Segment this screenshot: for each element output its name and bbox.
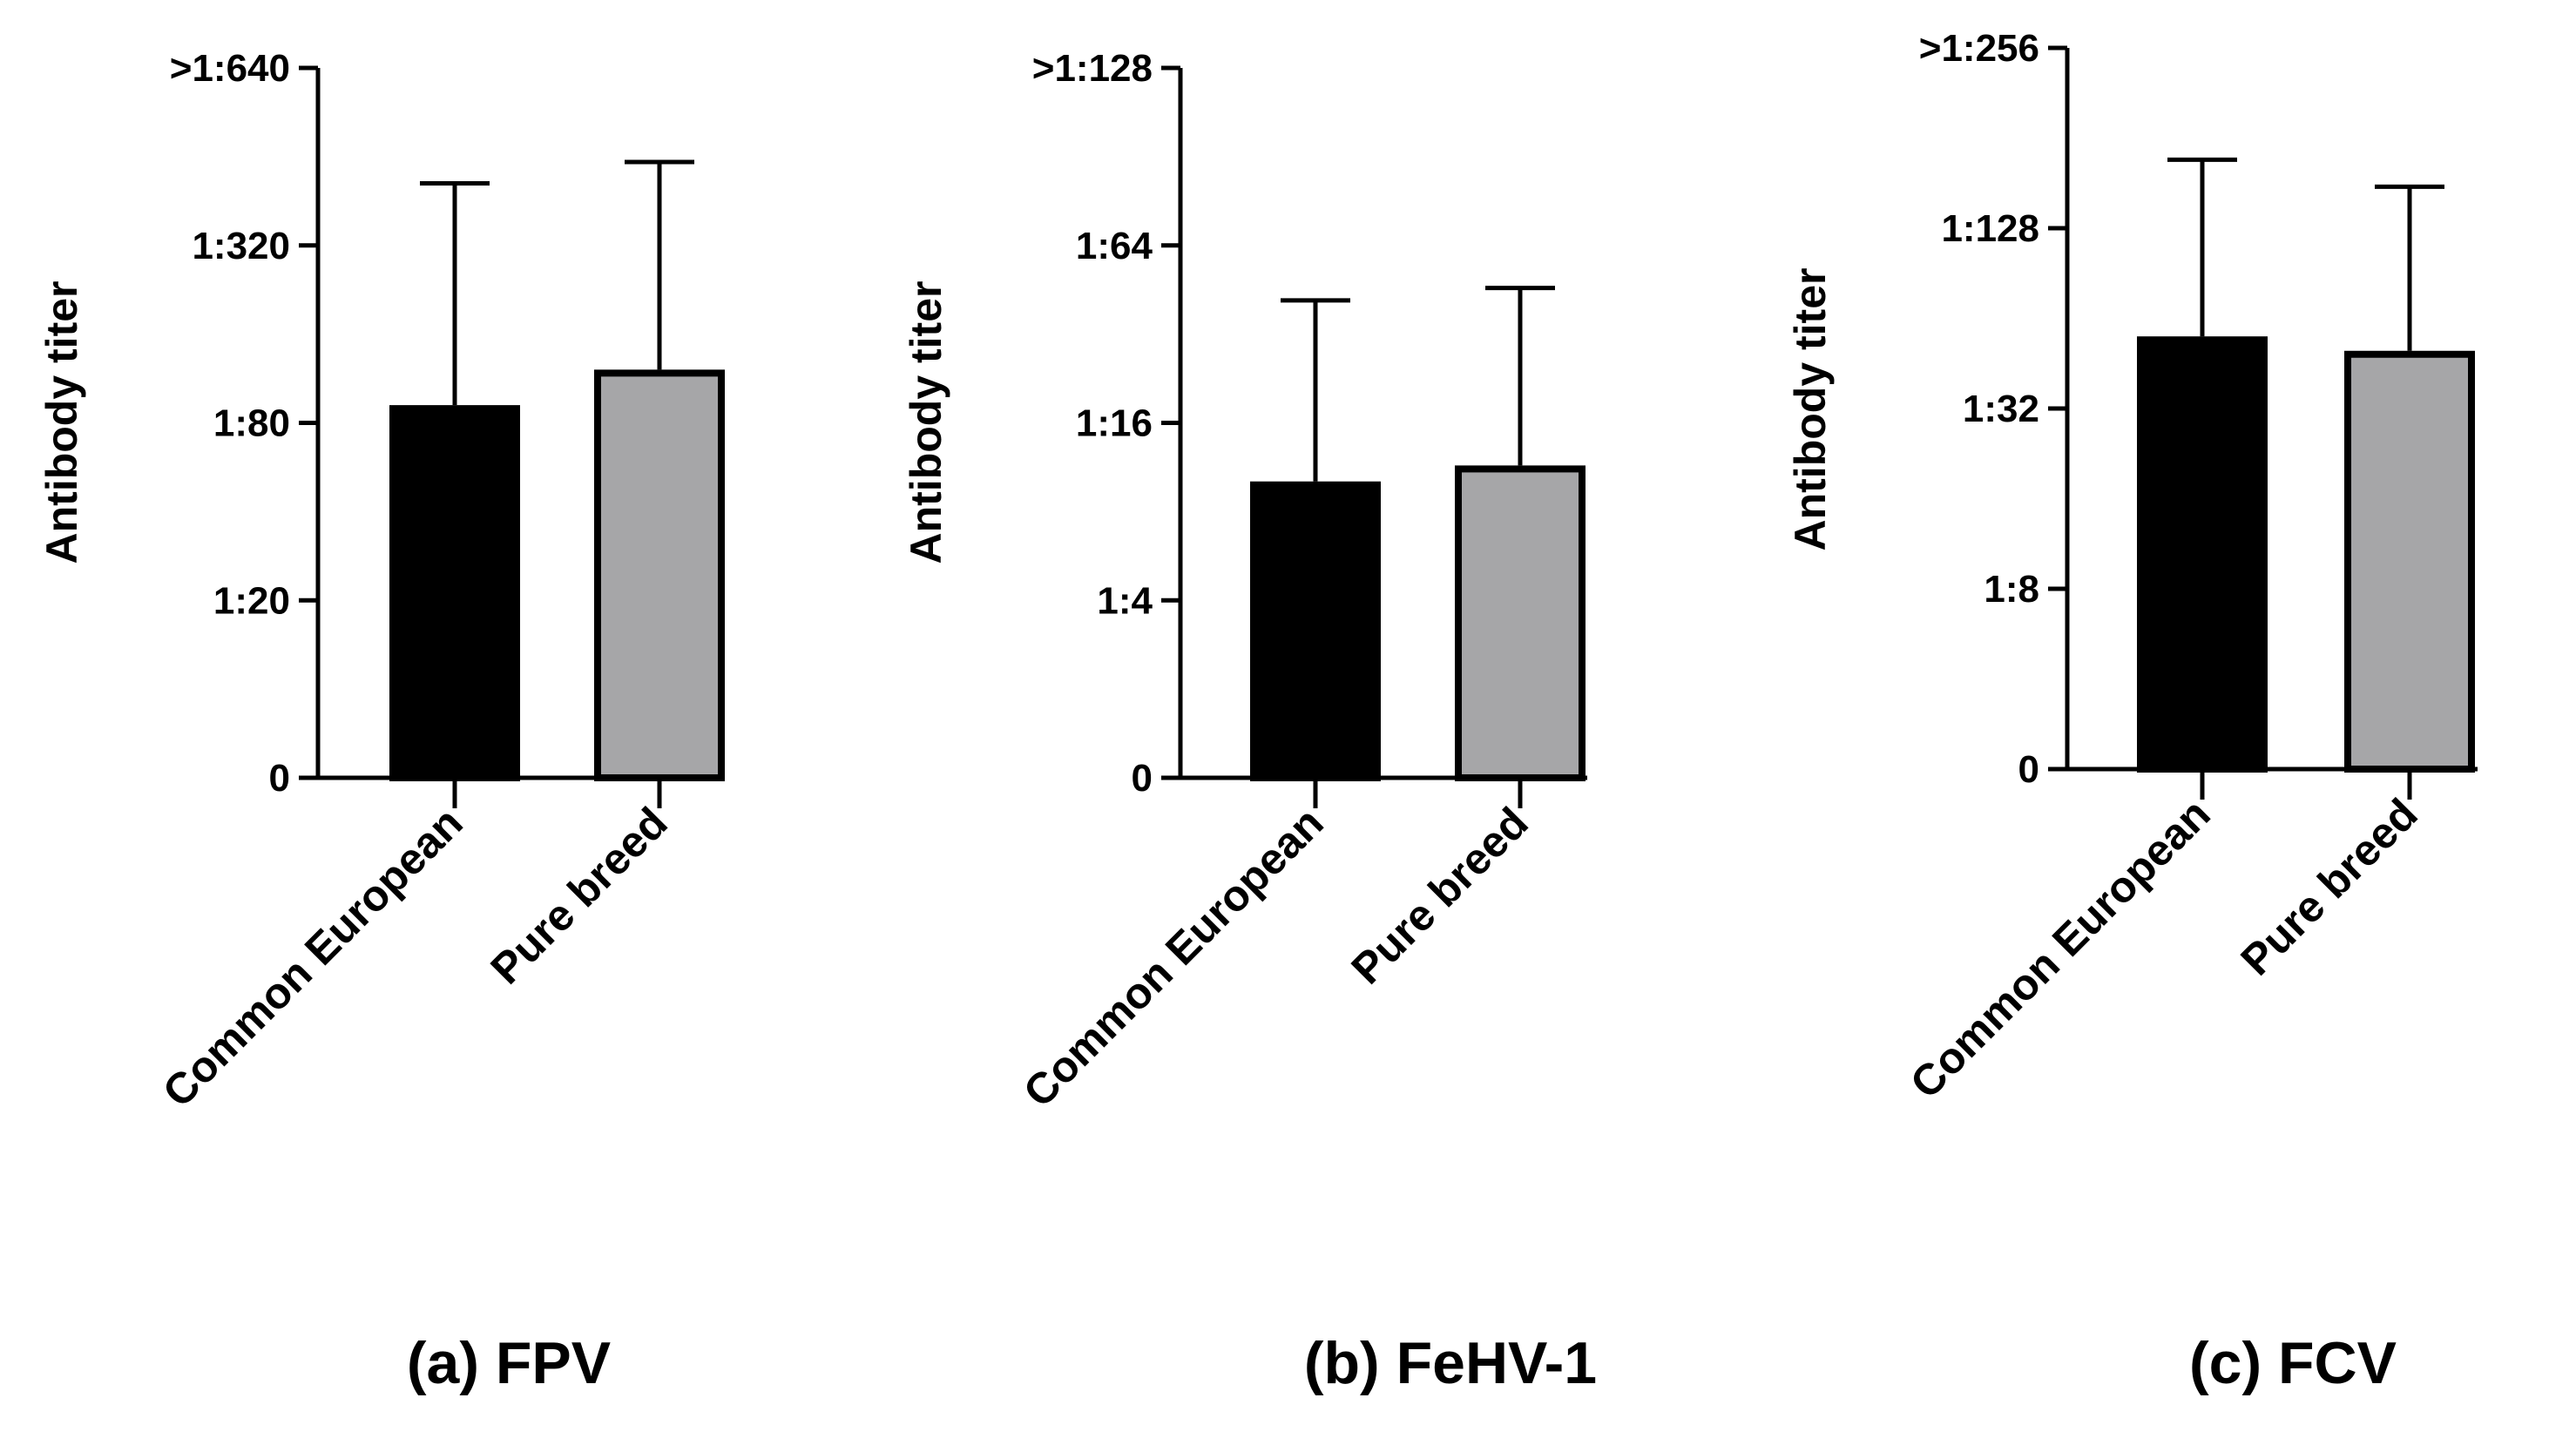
y-tick-label: >1:640: [170, 47, 290, 90]
y-tick-label: 0: [1132, 757, 1153, 800]
y-tick-label: >1:256: [1919, 27, 2039, 70]
y-tick-label: 1:128: [1941, 207, 2039, 250]
chart-panel-c: 0 1:8 1:32 1:128 >1:256 Common European Pure b…: [1786, 27, 2478, 1396]
y-tick-label: 1:20: [213, 579, 290, 622]
x-category-label: Common European: [1901, 789, 2220, 1108]
y-tick-label: 1:32: [1963, 388, 2039, 430]
bar: [2344, 350, 2475, 773]
y-tick-label: 1:80: [213, 402, 290, 445]
y-tick-label: >1:128: [1032, 47, 1153, 90]
chart-panel-b: 0 1:4 1:16 1:64 >1:128 Common European Pure br…: [902, 47, 1597, 1396]
y-axis-title: Antibody titer: [37, 281, 86, 564]
y-tick-label: 1:320: [192, 225, 290, 267]
bar: [1455, 465, 1585, 782]
y-tick-label: 1:64: [1076, 225, 1153, 267]
x-category-label: Pure breed: [1342, 798, 1537, 993]
x-category-label: Common European: [1014, 798, 1333, 1117]
chart-panel-a: 0 1:20 1:80 1:320 >1:640 Common European Pure …: [37, 47, 725, 1396]
x-category-label: Pure breed: [481, 798, 676, 993]
y-tick-label: 1:8: [1984, 568, 2039, 611]
bar: [594, 369, 725, 781]
y-tick-label: 1:16: [1076, 402, 1153, 445]
bar: [2137, 336, 2268, 773]
y-tick-label: 0: [2018, 748, 2039, 791]
y-tick-label: 1:4: [1097, 579, 1153, 622]
y-tick-label: 0: [269, 757, 290, 800]
panel-caption: (c) FCV: [2189, 1330, 2397, 1396]
y-axis-title: Antibody titer: [1786, 268, 1835, 551]
bar: [389, 405, 520, 781]
panel-caption: (a) FPV: [407, 1330, 611, 1396]
x-category-label: Pure breed: [2231, 789, 2426, 984]
y-axis-title: Antibody titer: [902, 281, 950, 564]
bar: [1250, 481, 1381, 781]
panel-caption: (b) FeHV-1: [1304, 1330, 1597, 1396]
x-category-label: Common European: [153, 798, 472, 1117]
